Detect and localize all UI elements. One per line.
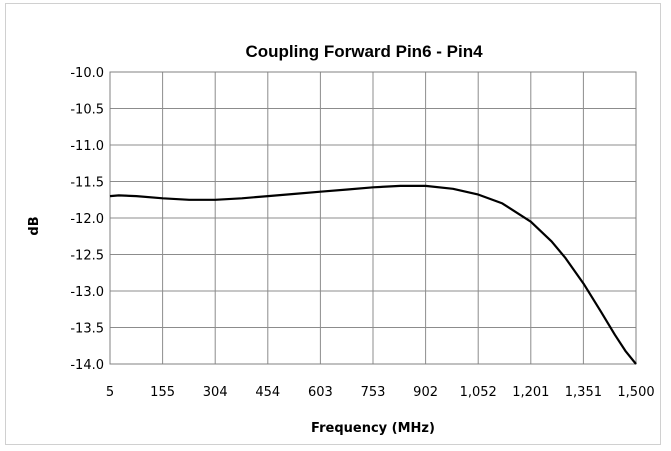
chart-frame: Coupling Forward Pin6 - Pin4 -10.0 -10.5-…	[5, 3, 661, 445]
y-tick-label: -12.5	[70, 249, 104, 264]
series-line	[109, 184, 637, 365]
y-axis-title: dB	[27, 216, 42, 235]
x-tick-label: 1,351	[565, 385, 602, 400]
x-tick-labels: 5 155 304 454 603 753 902 1,052 1,201 1,351 1,500	[106, 385, 655, 400]
y-tick-label: -10.0	[70, 66, 104, 81]
chart-title: Coupling Forward Pin6 - Pin4	[245, 42, 483, 61]
y-tick-label: -11.5	[70, 176, 104, 191]
y-tick-label: -12.0	[70, 212, 104, 227]
y-tick-label: -11.0	[70, 139, 104, 154]
x-tick-label: 603	[308, 385, 333, 400]
y-tick-labels: -10.0 -10.5 -11.0 -11.5 -12.0 -12.5 -13.0 -13.5…	[70, 66, 104, 373]
chart-svg: Coupling Forward Pin6 - Pin4 -10.0-10.5-…	[27, 42, 655, 436]
x-axis-title: Frequency (MHz)	[311, 421, 435, 436]
x-tick-label: 1,201	[512, 385, 549, 400]
series-layer	[109, 184, 637, 365]
plot-area-border	[109, 71, 637, 365]
x-tick-label: 304	[203, 385, 228, 400]
x-tick-label: 1,052	[460, 385, 497, 400]
y-tick-label: -14.0	[70, 358, 104, 373]
x-tick-label: 5	[106, 385, 114, 400]
grid-lines	[109, 71, 637, 365]
y-tick-label: -10.5	[70, 103, 104, 118]
x-tick-label: 155	[150, 385, 175, 400]
y-tick-label: -13.5	[70, 322, 104, 337]
x-tick-label: 902	[413, 385, 438, 400]
x-tick-label: 454	[255, 385, 280, 400]
x-tick-label: 1,500	[617, 385, 654, 400]
x-tick-label: 753	[361, 385, 386, 400]
y-tick-label: -13.0	[70, 285, 104, 300]
